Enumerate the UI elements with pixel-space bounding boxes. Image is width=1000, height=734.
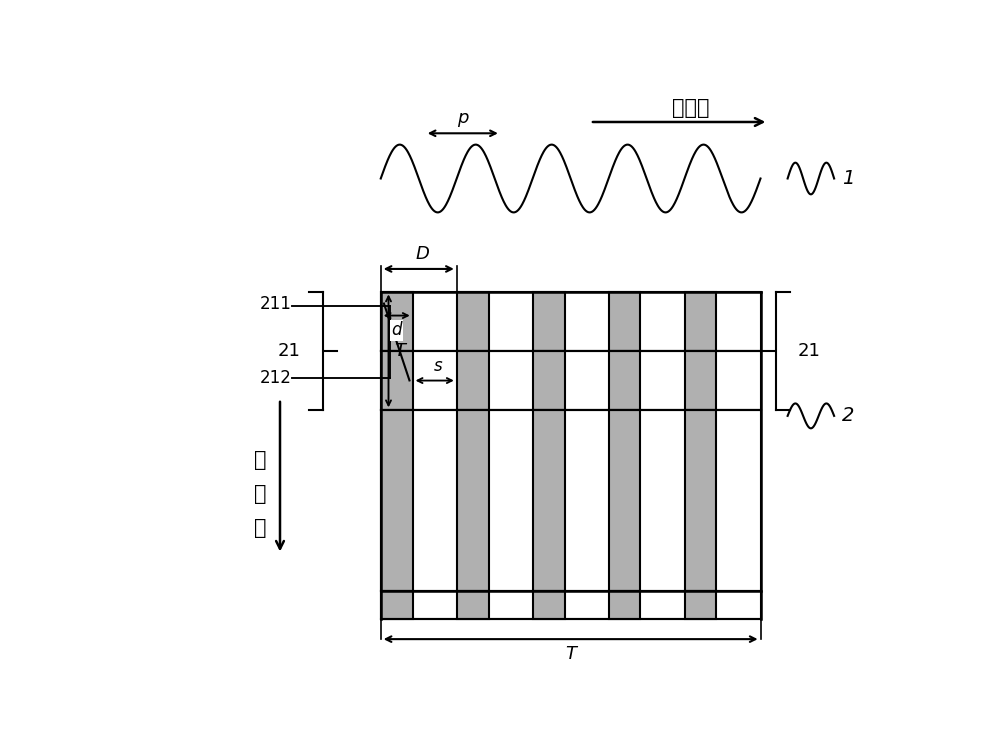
Bar [533,591,565,619]
Bar [609,291,640,351]
Text: T: T [395,342,406,360]
Bar [381,591,413,619]
Bar [533,351,565,410]
Text: D: D [416,245,430,264]
Text: s: s [434,357,443,375]
Text: 21: 21 [278,342,301,360]
Bar [381,351,413,410]
Text: d: d [391,321,402,339]
Bar [381,591,761,619]
Bar [685,291,716,351]
Bar [533,410,565,591]
Text: 21: 21 [798,342,821,360]
Text: 行方向: 行方向 [672,98,710,118]
Bar [457,291,489,351]
Bar [609,351,640,410]
Bar [533,291,565,351]
Bar [685,410,716,591]
Bar [457,410,489,591]
Bar [381,291,761,351]
Text: 列: 列 [254,450,267,470]
Text: 2: 2 [842,407,854,426]
Bar [381,410,413,591]
Bar [381,351,761,410]
Text: T: T [565,644,576,663]
Bar [381,410,761,591]
Bar [685,591,716,619]
Bar [381,291,413,351]
Text: 向: 向 [254,517,267,537]
Text: 212: 212 [260,368,292,387]
Text: 211: 211 [260,294,292,313]
Bar [457,351,489,410]
Text: p: p [457,109,468,126]
Text: 方: 方 [254,484,267,504]
Bar [685,351,716,410]
Bar [609,591,640,619]
Text: 1: 1 [842,169,854,188]
Bar [457,591,489,619]
Bar [609,410,640,591]
